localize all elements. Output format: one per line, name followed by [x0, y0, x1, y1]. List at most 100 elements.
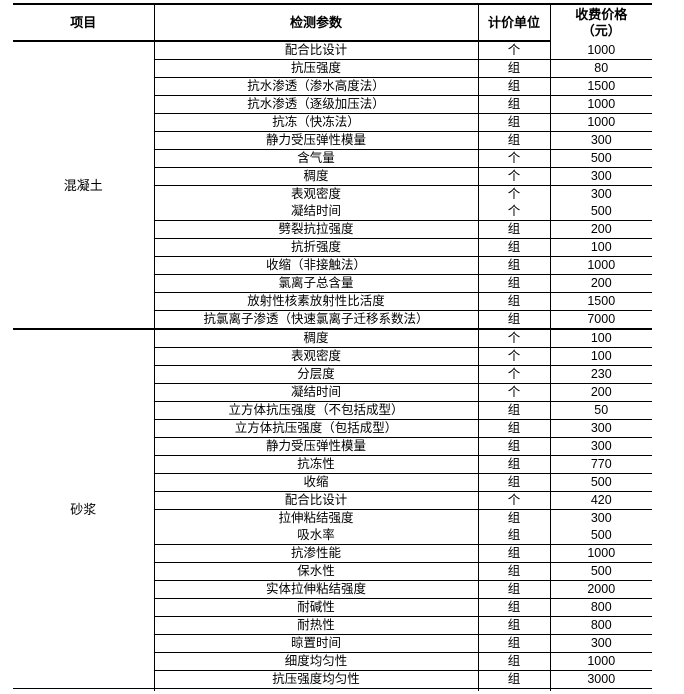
price-cell: 1000 — [550, 113, 652, 132]
cutoff-cell — [154, 688, 479, 691]
section-label: 混凝土 — [13, 41, 155, 330]
param-cell: 立方体抗压强度（不包括成型） — [154, 401, 479, 420]
param-cell: 配合比设计 — [154, 41, 479, 60]
table-row: 吸水率组 500 — [13, 527, 652, 545]
price-cell: 300 — [550, 167, 652, 186]
param-cell: 抗折强度 — [154, 238, 479, 257]
unit-cell: 个 — [478, 149, 551, 168]
price-cell: 2000 — [550, 580, 652, 599]
unit-cell: 个 — [478, 185, 551, 203]
param-cell: 含气量 — [154, 149, 479, 168]
table-row: 细度均匀性组 1000 — [13, 652, 652, 671]
param-cell: 抗冻（快冻法） — [154, 113, 479, 132]
table-row: 收缩组 500 — [13, 473, 652, 492]
price-cell: 500 — [550, 149, 652, 168]
table-row: 实体拉伸粘结强度组 2000 — [13, 580, 652, 599]
cutoff-row — [13, 688, 652, 691]
unit-cell: 组 — [478, 274, 551, 293]
price-cell: 300 — [550, 634, 652, 653]
param-cell: 静力受压弹性模量 — [154, 437, 479, 456]
unit-cell: 组 — [478, 616, 551, 635]
section-label: 砂浆 — [13, 329, 155, 689]
price-cell: 3000 — [550, 670, 652, 689]
table-row: 抗压强度组 80 — [13, 59, 652, 78]
price-cell: 300 — [550, 131, 652, 150]
price-cell: 300 — [590, 187, 612, 201]
param-cell: 氯离子总含量 — [154, 274, 479, 293]
param-cell: 表观密度 — [154, 347, 479, 366]
table-row: 抗氯离子渗透（快速氯离子迁移系数法）组 7000 — [13, 310, 652, 330]
price-cell: 1000 — [550, 41, 652, 60]
price-cell: 200 — [550, 383, 652, 402]
unit-cell: 组 — [478, 131, 551, 150]
param-cell: 抗压强度均匀性 — [154, 670, 479, 689]
param-cell: 凝结时间 — [154, 203, 479, 221]
table-row: 耐热性组 800 — [13, 616, 652, 635]
price-cell: 420 — [550, 491, 652, 510]
param-cell: 凝结时间 — [154, 383, 479, 402]
price-cell: 200 — [550, 274, 652, 293]
unit-cell: 个 — [478, 167, 551, 186]
param-cell: 抗水渗透（渗水高度法） — [154, 77, 479, 96]
table-row: 静力受压弹性模量组 300 — [13, 437, 652, 456]
param-cell: 拉伸粘结强度 — [154, 509, 479, 527]
unit-cell: 个 — [478, 41, 551, 60]
param-cell: 保水性 — [154, 562, 479, 581]
unit-cell: 个 — [478, 365, 551, 384]
table-row: 稠度个 300 — [13, 167, 652, 186]
param-cell: 耐碱性 — [154, 598, 479, 617]
unit-cell: 组 — [478, 527, 551, 545]
table-row: 静力受压弹性模量组 300 — [13, 131, 652, 150]
table-row: 抗压强度均匀性组 3000 — [13, 670, 652, 689]
cutoff-cell — [478, 688, 551, 691]
param-cell: 配合比设计 — [154, 491, 479, 510]
param-cell: 放射性核素放射性比活度 — [154, 292, 479, 311]
table-row: 抗折强度组 100 — [13, 238, 652, 257]
unit-cell: 组 — [478, 544, 551, 563]
unit-cell: 组 — [478, 437, 551, 456]
price-cell: 1000 — [550, 652, 652, 671]
table-row: 抗渗性能组 1000 — [13, 544, 652, 563]
unit-cell: 组 — [478, 310, 551, 330]
param-cell: 静力受压弹性模量 — [154, 131, 479, 150]
table-row: 抗冻性组 770 — [13, 455, 652, 474]
table-row: 晾置时间组 300 — [13, 634, 652, 653]
price-cell: 7000 — [550, 310, 652, 330]
param-cell: 立方体抗压强度（包括成型） — [154, 419, 479, 438]
table-row: 表观密度个 100 — [13, 347, 652, 366]
price-cell: 100 — [550, 329, 652, 348]
price-cell: 500 — [550, 527, 652, 545]
table-row: 保水性组 500 — [13, 562, 652, 581]
price-cell: 100 — [550, 238, 652, 257]
unit-cell: 个 — [478, 329, 551, 348]
price-cell: 1000 — [550, 256, 652, 275]
table-row: 放射性核素放射性比活度组 1500 — [13, 292, 652, 311]
unit-cell: 组 — [478, 95, 551, 114]
table-row: 含气量个 500 — [13, 149, 652, 168]
param-cell: 抗渗性能 — [154, 544, 479, 563]
param-cell: 稠度 — [154, 329, 479, 348]
table-row: 分层度个 230 — [13, 365, 652, 384]
param-cell: 实体拉伸粘结强度 — [154, 580, 479, 599]
param-cell: 吸水率 — [154, 527, 479, 545]
price-cell: 1000 — [550, 95, 652, 114]
header-row: 项目 检测参数 计价单位 收费价格 （元） — [13, 4, 652, 42]
param-cell: 分层度 — [154, 365, 479, 384]
unit-cell: 组 — [478, 401, 551, 420]
unit-cell: 个 — [478, 203, 551, 221]
param-cell: 收缩（非接触法） — [154, 256, 479, 275]
unit-cell: 组 — [478, 77, 551, 96]
param-cell: 稠度 — [154, 167, 479, 186]
unit-cell: 组 — [478, 652, 551, 671]
price-cell: 230 — [550, 365, 652, 384]
price-cell: 300 — [550, 437, 652, 456]
header-cell-unit: 计价单位 — [478, 4, 551, 42]
price-cell: 500 — [550, 562, 652, 581]
unit-cell: 组 — [478, 59, 551, 78]
price-cell: 800 — [550, 598, 652, 617]
price-cell: 300 — [550, 419, 652, 438]
param-cell: 抗水渗透（逐级加压法） — [154, 95, 479, 114]
price-cell: 500 — [550, 473, 652, 492]
param-cell: 晾置时间 — [154, 634, 479, 653]
header-price-line1: 收费价格 — [575, 7, 628, 22]
